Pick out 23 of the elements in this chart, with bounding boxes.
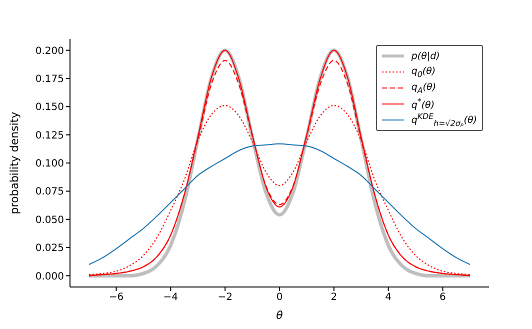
legend-label: q$_{0}$(θ) [411, 66, 436, 78]
x-tick-label: −2 [218, 292, 232, 304]
x-tick-label: 0 [276, 292, 283, 304]
y-tick-label: 0.200 [35, 46, 64, 57]
y-tick-label: 0.050 [35, 214, 64, 226]
y-tick-label: 0.175 [35, 74, 64, 86]
x-tick-label: 6 [440, 292, 446, 304]
legend-label: q$^{*}$(θ) [411, 96, 435, 112]
y-axis-title: probability density [8, 111, 21, 214]
legend-label: q$^{KDE}$$_{h=√2σₚ}$(θ) [411, 112, 477, 128]
y-tick-label: 0.025 [35, 243, 64, 254]
y-tick-label: 0.125 [35, 130, 64, 142]
legend-label: q$_{A}$(θ) [411, 82, 436, 94]
x-tick-label: −6 [108, 292, 124, 304]
x-axis-title: θ [276, 309, 284, 322]
x-tick-label: −4 [163, 292, 178, 304]
legend-label: p(θ|d) [411, 50, 440, 62]
y-tick-label: 0.000 [35, 271, 64, 282]
x-tick-label: 2 [330, 292, 338, 304]
x-tick-label: 4 [385, 292, 392, 304]
y-tick-label: 0.150 [35, 102, 64, 114]
y-tick-label: 0.100 [35, 158, 64, 170]
y-tick-label: 0.075 [35, 186, 64, 198]
